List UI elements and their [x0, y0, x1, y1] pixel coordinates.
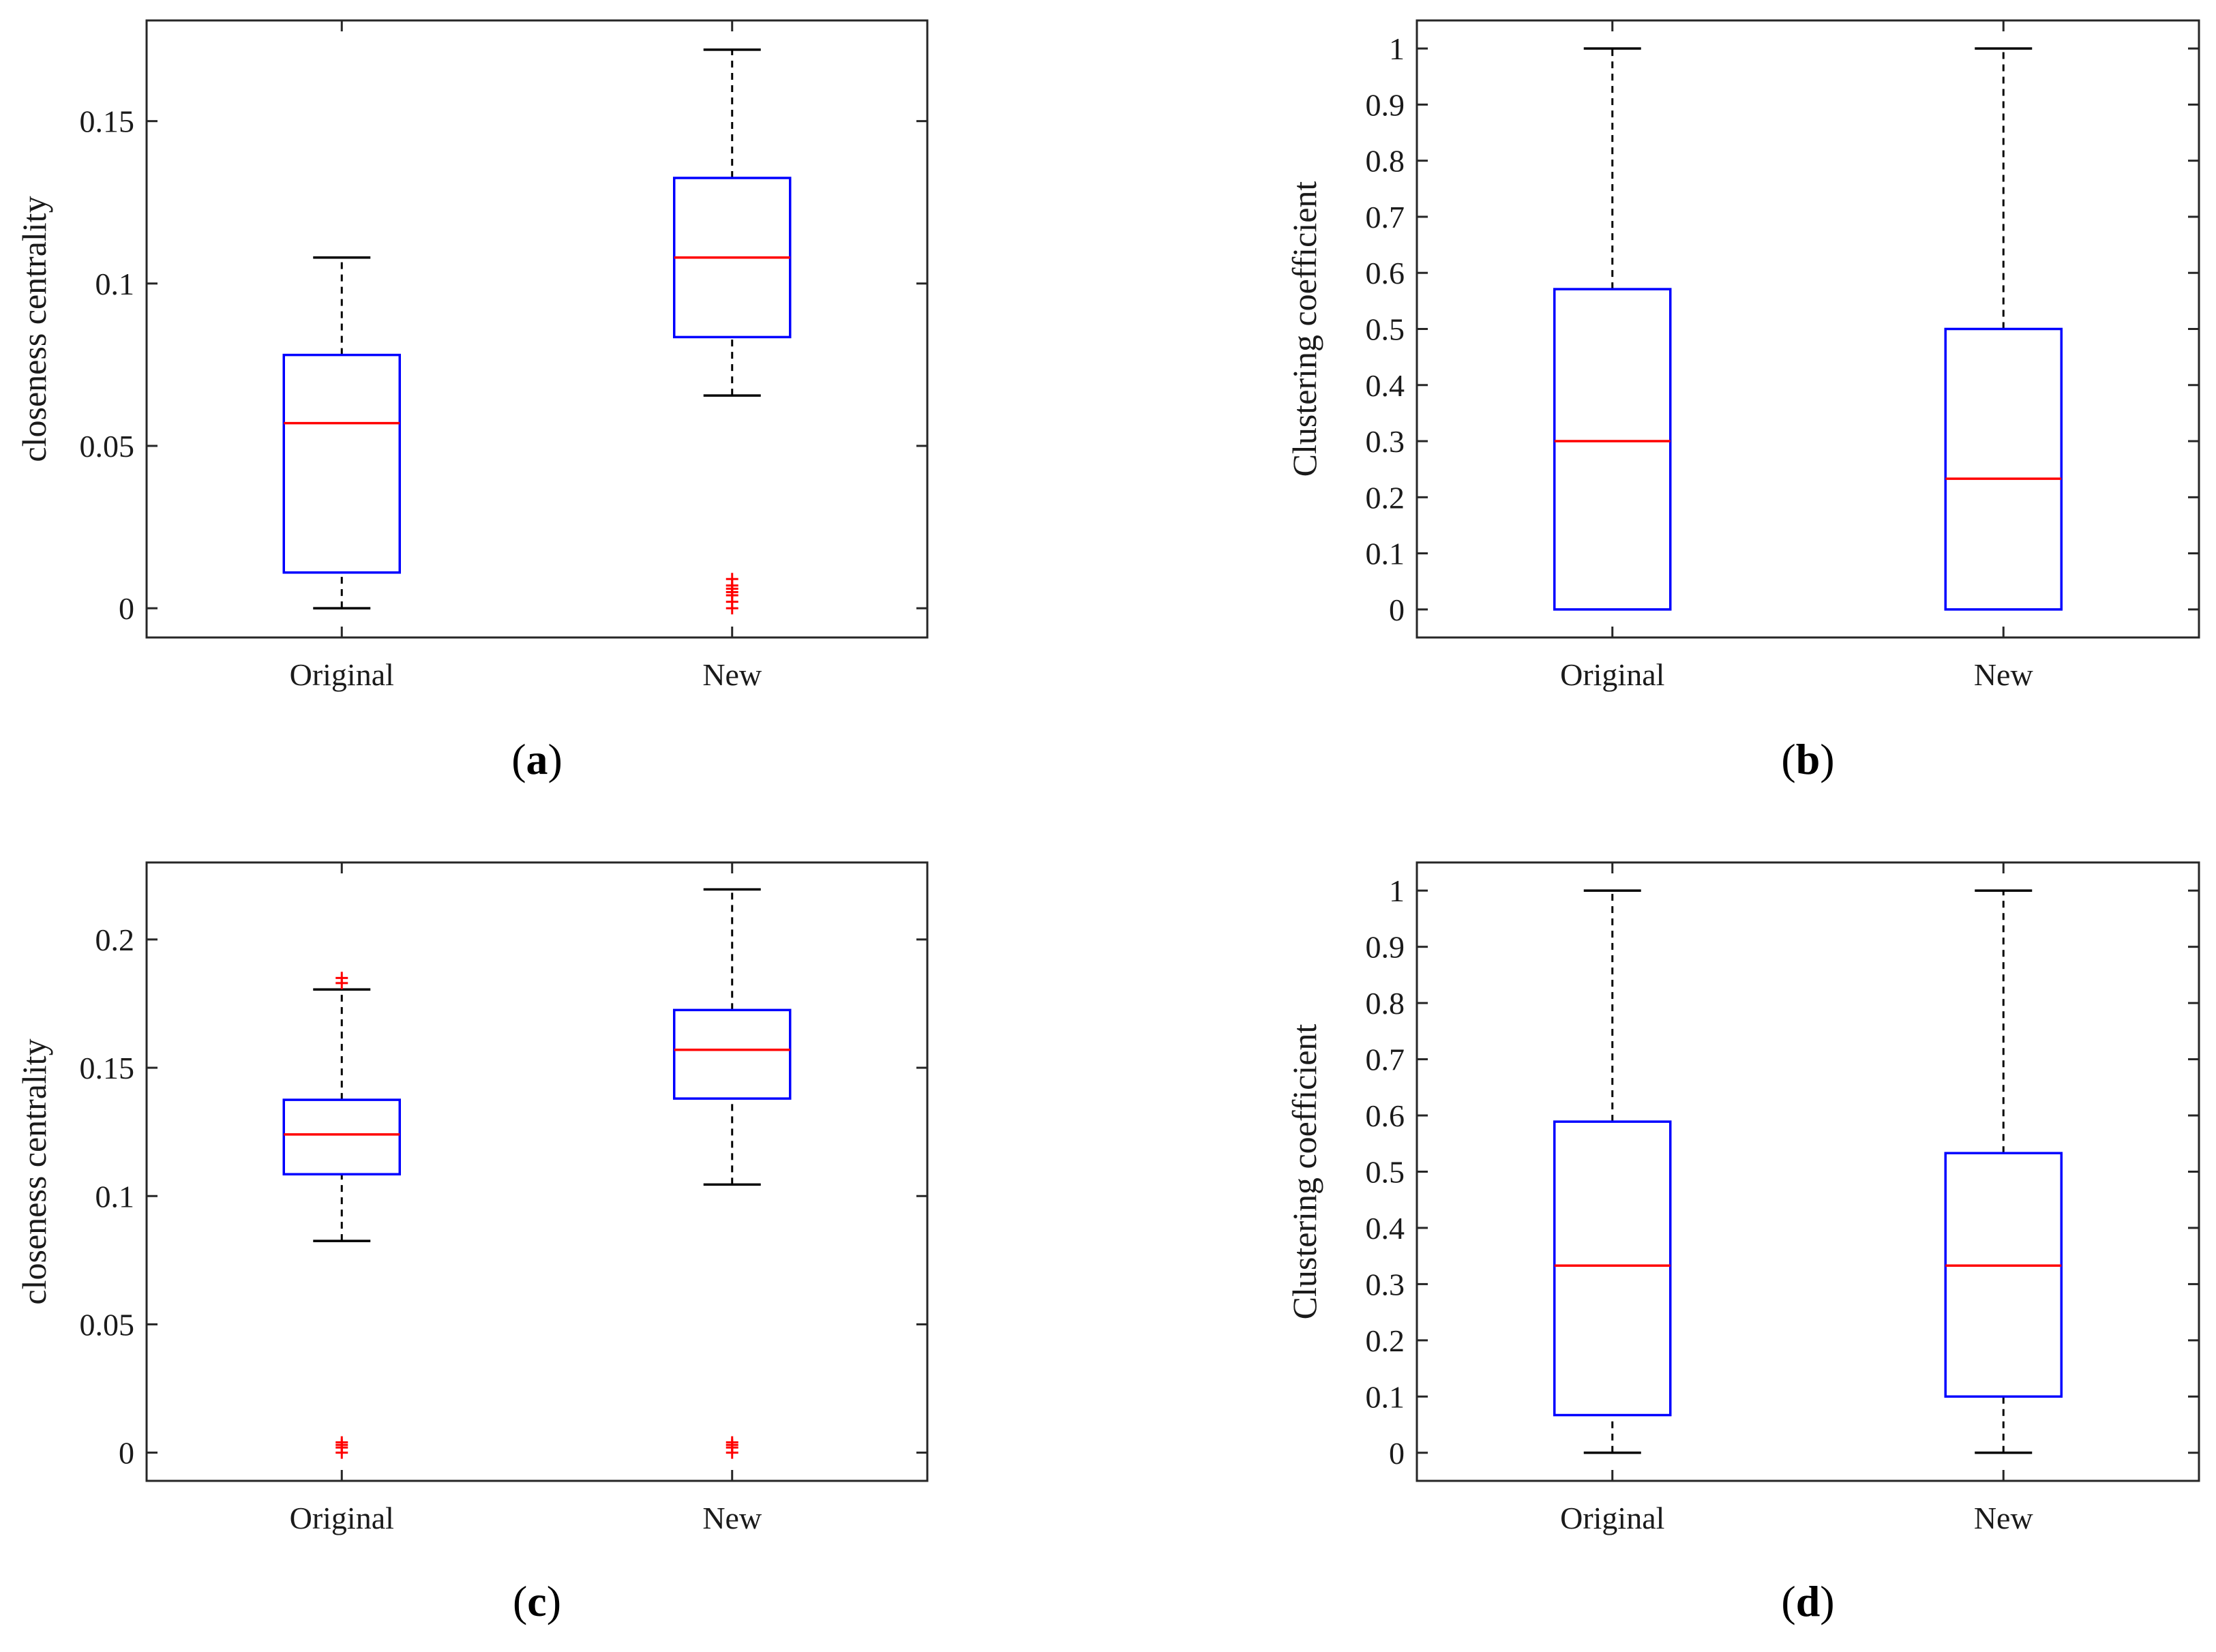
y-tick-label: 0.7	[1366, 1042, 1405, 1077]
box-original	[1553, 889, 1672, 1454]
outlier-marker	[725, 1436, 738, 1449]
iqr-box	[673, 1008, 792, 1100]
iqr-box	[282, 353, 401, 574]
y-tick-label: 0.6	[1366, 1098, 1405, 1133]
panel-caption: (b)	[1781, 735, 1834, 783]
y-tick-label: 0.15	[80, 104, 135, 139]
y-tick-label: 0.1	[95, 267, 135, 301]
panel-b: 0 0.1 0.2 0.3 0.4 0.5 0.6 0.7 0.8 0.9 1 Original New…	[1285, 19, 2200, 783]
y-tick-label: 0.7	[1366, 200, 1405, 235]
panel-c: 0 0.05 0.1 0.15 0.2 Original New closeness cent…	[15, 861, 929, 1625]
plot-frame	[1416, 861, 2200, 1482]
box-new	[1944, 47, 2063, 611]
y-axis-label: Clustering coefficient	[1285, 181, 1323, 477]
panel-a: 0 0.05 0.1 0.15 Original New closeness central…	[15, 19, 929, 783]
y-tick-label: 0.05	[80, 429, 135, 464]
x-tick-label: Original	[1560, 657, 1664, 692]
x-tick-label: Original	[290, 657, 394, 692]
y-tick-label: 0	[119, 591, 134, 626]
y-tick-label: 0.3	[1366, 424, 1405, 459]
y-tick-label: 0	[119, 1436, 134, 1471]
outlier-marker	[335, 1436, 348, 1449]
box-original	[1553, 47, 1672, 611]
x-tick-label: Original	[290, 1501, 394, 1535]
y-tick-label: 1	[1389, 873, 1405, 908]
panel-caption: (c)	[513, 1577, 561, 1625]
y-tick-label: 0.9	[1366, 87, 1405, 122]
plot-frame	[1416, 19, 2200, 639]
y-tick-label: 0.4	[1366, 1211, 1405, 1246]
y-tick-label: 0.2	[1366, 480, 1405, 515]
y-axis-label: closeness centrality	[15, 1038, 53, 1304]
iqr-box	[1944, 327, 2063, 611]
panel-caption: (d)	[1781, 1577, 1834, 1625]
y-tick-label: 1	[1389, 31, 1405, 66]
x-tick-label: New	[1974, 1501, 2034, 1535]
outlier-marker	[725, 573, 738, 586]
y-tick-label: 0.6	[1366, 256, 1405, 290]
x-tick-label: Original	[1560, 1501, 1664, 1535]
panel-d: 0 0.1 0.2 0.3 0.4 0.5 0.6 0.7 0.8 0.9 1 Original New…	[1285, 861, 2200, 1625]
panel-caption: (a)	[511, 735, 563, 783]
iqr-box	[1553, 1120, 1672, 1417]
box-original	[282, 972, 401, 1459]
x-tick-label: New	[1974, 657, 2034, 692]
y-axis-label: closeness centrality	[15, 196, 53, 462]
y-tick-label: 0.9	[1366, 930, 1405, 965]
box-new	[673, 48, 792, 615]
y-tick-label: 0.5	[1366, 312, 1405, 347]
y-tick-label: 0.4	[1366, 368, 1405, 403]
y-tick-label: 0.2	[1366, 1323, 1405, 1358]
y-tick-label: 0.8	[1366, 986, 1405, 1021]
y-tick-label: 0.1	[1366, 1379, 1405, 1414]
y-axis-label: Clustering coefficient	[1285, 1024, 1323, 1320]
plot-frame	[145, 19, 929, 639]
y-tick-label: 0.5	[1366, 1155, 1405, 1190]
y-tick-label: 0.05	[80, 1307, 135, 1342]
y-tick-label: 0.1	[1366, 537, 1405, 571]
plot-frame	[145, 861, 929, 1482]
box-new	[673, 888, 792, 1459]
iqr-box	[282, 1098, 401, 1176]
x-tick-label: New	[702, 657, 762, 692]
iqr-box	[1553, 288, 1672, 611]
outlier-marker	[335, 972, 348, 985]
y-tick-label: 0	[1389, 1436, 1405, 1471]
y-tick-label: 0.8	[1366, 144, 1405, 179]
y-tick-label: 0.2	[95, 922, 135, 957]
box-original	[282, 256, 401, 610]
y-tick-label: 0	[1389, 592, 1405, 627]
iqr-box	[1944, 1152, 2063, 1398]
y-tick-label: 0.15	[80, 1051, 135, 1085]
x-tick-label: New	[702, 1501, 762, 1535]
y-tick-label: 0.3	[1366, 1267, 1405, 1302]
box-new	[1944, 889, 2063, 1454]
y-tick-label: 0.1	[95, 1179, 135, 1214]
